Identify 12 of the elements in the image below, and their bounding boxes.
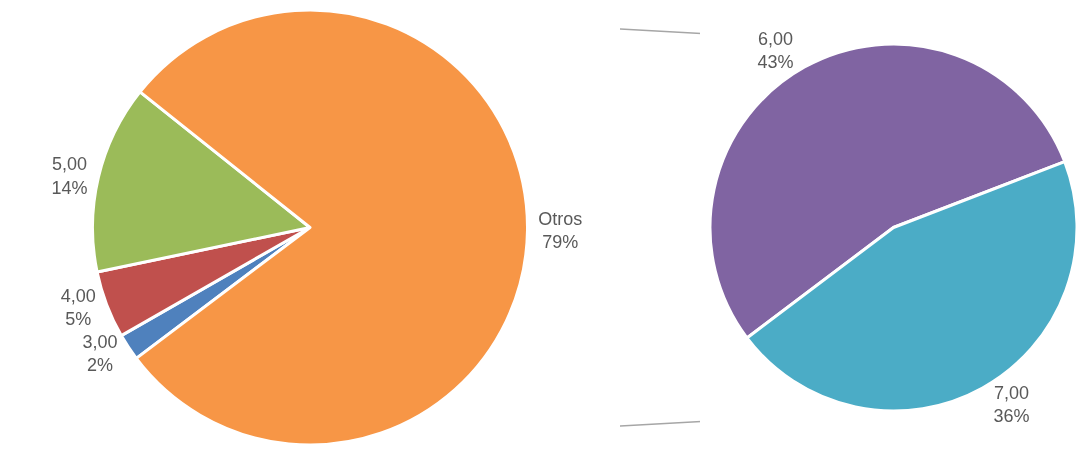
slice-label: 3,00 bbox=[82, 332, 118, 353]
data-label: 36% bbox=[993, 406, 1030, 427]
slice-label: Otros bbox=[538, 208, 583, 229]
slice-label: 7,00 bbox=[993, 382, 1029, 403]
slice-label: 4,00 bbox=[60, 285, 96, 306]
slice-label: 5,00 bbox=[52, 154, 88, 175]
data-label: 79% bbox=[542, 232, 579, 253]
data-label: 2% bbox=[87, 355, 114, 376]
slice-label: 6,00 bbox=[758, 28, 794, 49]
data-label: 5% bbox=[65, 309, 92, 330]
data-label: 14% bbox=[51, 177, 88, 198]
data-label: 43% bbox=[757, 52, 794, 73]
